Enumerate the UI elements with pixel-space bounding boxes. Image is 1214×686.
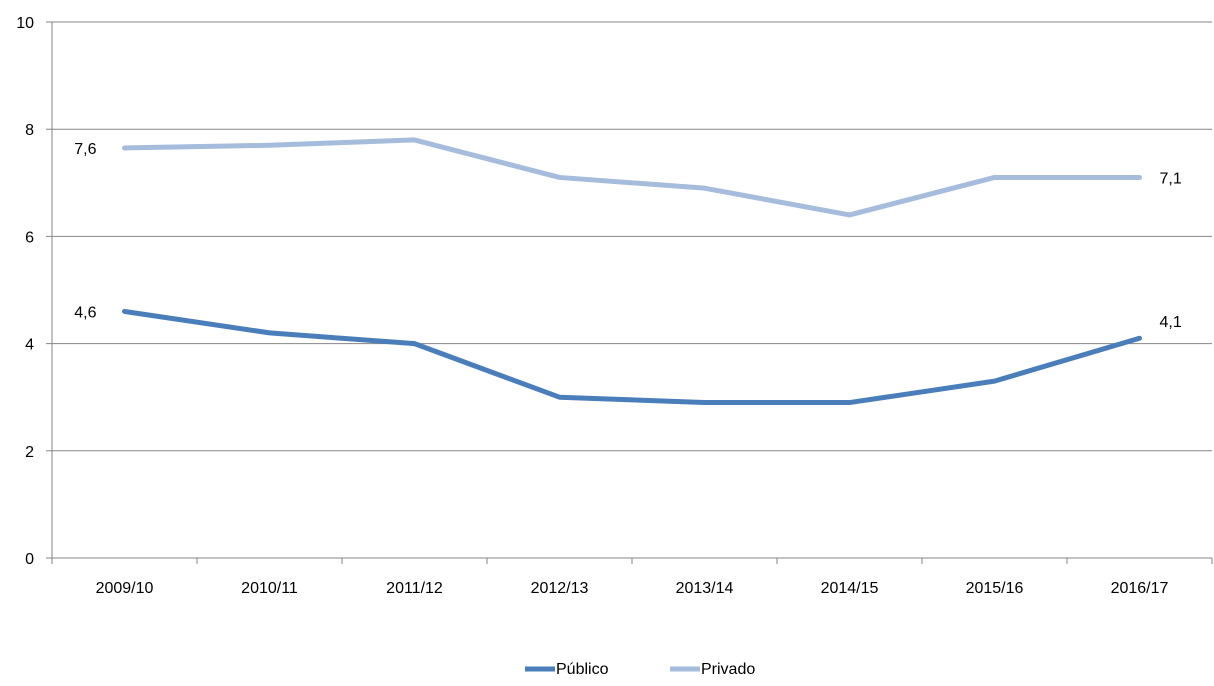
y-axis-ticks: 0 2 4 6 8 10 [16, 15, 52, 568]
grid-lines [52, 21, 1212, 452]
x-tick-label: 2010/11 [241, 580, 298, 597]
series-line-privado [122, 137, 1142, 218]
x-tick-label: 2016/17 [1111, 580, 1169, 597]
data-label: 7,6 [74, 141, 96, 158]
data-label: 4,6 [74, 304, 96, 321]
x-tick-label: 2009/10 [96, 580, 154, 597]
data-labels: 4,6 4,1 7,6 7,1 [74, 141, 1182, 331]
x-tick-label: 2011/12 [386, 580, 443, 597]
x-tick-label: 2013/14 [676, 580, 734, 597]
y-tick-label: 4 [25, 337, 34, 354]
series-lines [122, 137, 1142, 406]
y-tick-label: 8 [25, 122, 34, 139]
legend-label: Privado [701, 661, 755, 678]
y-tick-label: 10 [16, 15, 34, 32]
y-tick-label: 6 [25, 229, 34, 246]
x-tick-label: 2015/16 [966, 580, 1024, 597]
axes [46, 22, 1212, 564]
data-label: 4,1 [1160, 314, 1182, 331]
x-tick-label: 2014/15 [821, 580, 879, 597]
data-label: 7,1 [1160, 170, 1182, 187]
legend-label: Público [556, 661, 609, 678]
legend: Público Privado [525, 661, 755, 678]
y-tick-label: 2 [25, 444, 34, 461]
x-tick-label: 2012/13 [531, 580, 589, 597]
series-line-publico [122, 308, 1142, 406]
y-tick-label: 0 [25, 551, 34, 568]
x-axis-ticks: 2009/10 2010/11 2011/12 2012/13 2013/14 2014/… [51, 558, 1213, 597]
